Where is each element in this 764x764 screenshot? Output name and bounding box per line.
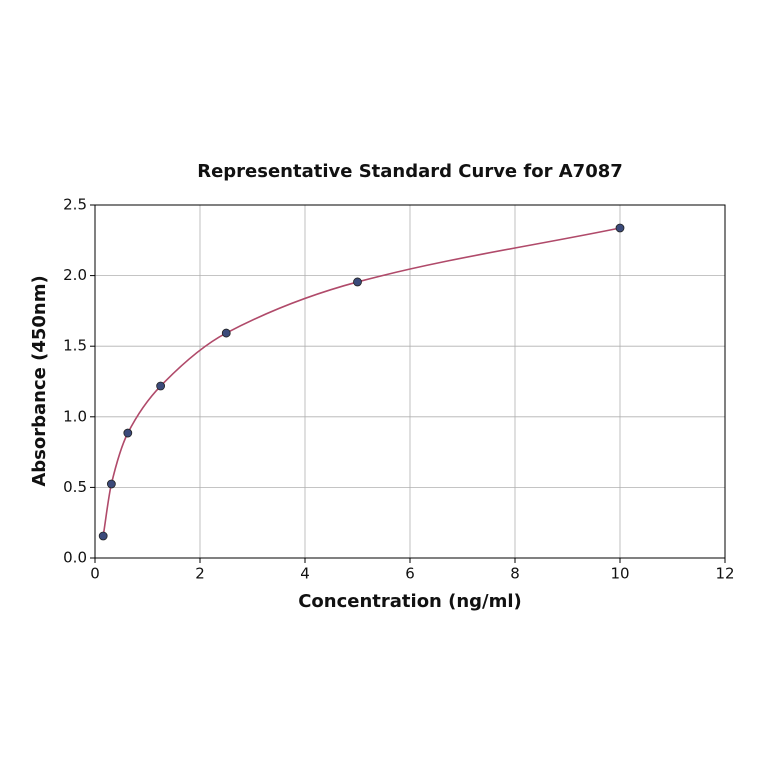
y-tick-label: 1.0 [63, 407, 87, 425]
y-tick-label: 2.0 [63, 266, 87, 284]
fit-curve [102, 227, 621, 537]
x-tick-label: 4 [300, 565, 310, 583]
x-tick-label: 8 [510, 565, 520, 583]
data-point [98, 531, 108, 541]
data-point [156, 381, 166, 391]
x-tick-label: 2 [195, 565, 205, 583]
data-point [615, 223, 625, 233]
x-tick-label: 0 [90, 565, 100, 583]
x-tick-label: 12 [715, 565, 734, 583]
chart-title: Representative Standard Curve for A7087 [197, 161, 623, 182]
data-point [353, 277, 362, 287]
data-point [221, 328, 231, 338]
y-axis-label: Absorbance (450nm) [29, 275, 50, 486]
y-tick-label: 1.5 [63, 337, 87, 355]
plot-frame [94, 204, 726, 559]
data-point [106, 479, 116, 489]
data-point [123, 428, 133, 438]
x-tick-label: 10 [610, 565, 629, 583]
y-tick-label: 2.5 [63, 196, 87, 214]
x-tick-label: 6 [405, 565, 415, 583]
y-tick-label: 0.5 [63, 478, 87, 496]
x-axis-label: Concentration (ng/ml) [298, 591, 522, 612]
y-tick-label: 0.0 [63, 549, 87, 567]
